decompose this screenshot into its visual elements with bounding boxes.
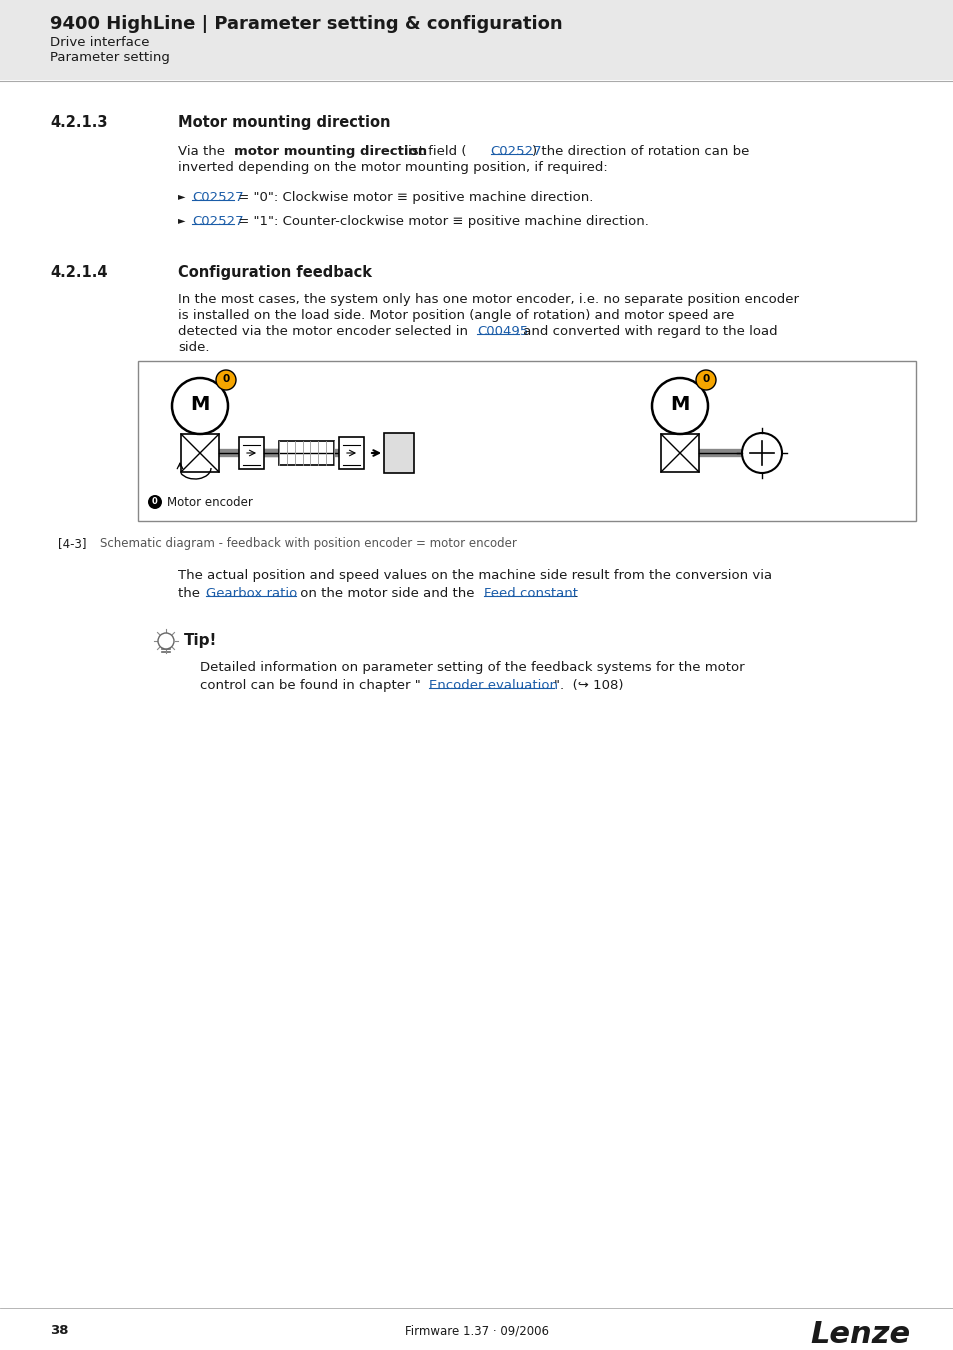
Text: side.: side.: [178, 342, 210, 354]
Text: Via the: Via the: [178, 144, 229, 158]
Circle shape: [172, 378, 228, 433]
Text: 0: 0: [701, 374, 709, 383]
Text: list field (: list field (: [400, 144, 466, 158]
Text: The actual position and speed values on the machine side result from the convers: The actual position and speed values on …: [178, 568, 771, 582]
Circle shape: [215, 370, 235, 390]
Circle shape: [651, 378, 707, 433]
FancyBboxPatch shape: [278, 441, 334, 464]
Text: = "0": Clockwise motor ≡ positive machine direction.: = "0": Clockwise motor ≡ positive machin…: [233, 190, 593, 204]
Text: [4-3]: [4-3]: [58, 537, 87, 549]
Text: 4.2.1.3: 4.2.1.3: [50, 115, 108, 130]
Text: on the motor side and the: on the motor side and the: [295, 587, 478, 599]
Text: 38: 38: [50, 1324, 69, 1336]
Text: and converted with regard to the load: and converted with regard to the load: [518, 325, 777, 338]
Text: ".  (↪ 108): ". (↪ 108): [554, 679, 623, 693]
Text: Tip!: Tip!: [184, 633, 217, 648]
Text: Gearbox ratio: Gearbox ratio: [206, 587, 296, 599]
Circle shape: [741, 433, 781, 472]
FancyBboxPatch shape: [0, 0, 953, 80]
Circle shape: [696, 370, 716, 390]
Text: detected via the motor encoder selected in: detected via the motor encoder selected …: [178, 325, 472, 338]
Text: 0: 0: [152, 498, 157, 506]
Text: Configuration feedback: Configuration feedback: [178, 265, 372, 279]
Text: the: the: [178, 587, 204, 599]
Text: 9400 HighLine | Parameter setting & configuration: 9400 HighLine | Parameter setting & conf…: [50, 15, 562, 32]
Text: In the most cases, the system only has one motor encoder, i.e. no separate posit: In the most cases, the system only has o…: [178, 293, 799, 306]
Text: Motor mounting direction: Motor mounting direction: [178, 115, 390, 130]
Text: .: .: [574, 587, 578, 599]
Text: Lenze: Lenze: [809, 1320, 909, 1349]
Text: ) the direction of rotation can be: ) the direction of rotation can be: [532, 144, 749, 158]
Circle shape: [158, 633, 173, 649]
Text: C02527: C02527: [192, 215, 243, 228]
FancyBboxPatch shape: [338, 437, 364, 468]
Text: is installed on the load side. Motor position (angle of rotation) and motor spee: is installed on the load side. Motor pos…: [178, 309, 734, 323]
Circle shape: [148, 495, 162, 509]
Text: Detailed information on parameter setting of the feedback systems for the motor: Detailed information on parameter settin…: [200, 662, 744, 674]
Text: motor mounting direction: motor mounting direction: [233, 144, 426, 158]
Text: inverted depending on the motor mounting position, if required:: inverted depending on the motor mounting…: [178, 161, 607, 174]
FancyBboxPatch shape: [181, 433, 219, 472]
Text: 4.2.1.4: 4.2.1.4: [50, 265, 108, 279]
Text: Parameter setting: Parameter setting: [50, 51, 170, 63]
Text: Feed constant: Feed constant: [483, 587, 578, 599]
Text: = "1": Counter-clockwise motor ≡ positive machine direction.: = "1": Counter-clockwise motor ≡ positiv…: [233, 215, 648, 228]
Text: M: M: [670, 394, 689, 413]
Text: C00495: C00495: [476, 325, 528, 338]
FancyBboxPatch shape: [239, 437, 264, 468]
Text: Firmware 1.37 · 09/2006: Firmware 1.37 · 09/2006: [405, 1324, 548, 1336]
Text: C02527: C02527: [192, 190, 243, 204]
FancyBboxPatch shape: [138, 360, 915, 521]
Text: 0: 0: [222, 374, 230, 383]
FancyBboxPatch shape: [660, 433, 699, 472]
Text: Drive interface: Drive interface: [50, 36, 150, 49]
Text: C02527: C02527: [490, 144, 541, 158]
Text: Encoder evaluation: Encoder evaluation: [429, 679, 558, 693]
FancyBboxPatch shape: [384, 433, 414, 472]
Text: Schematic diagram - feedback with position encoder = motor encoder: Schematic diagram - feedback with positi…: [100, 537, 517, 549]
Text: control can be found in chapter ": control can be found in chapter ": [200, 679, 420, 693]
Text: ►: ►: [178, 215, 185, 225]
Text: ►: ►: [178, 190, 185, 201]
Text: Motor encoder: Motor encoder: [167, 495, 253, 509]
Text: M: M: [190, 394, 210, 413]
